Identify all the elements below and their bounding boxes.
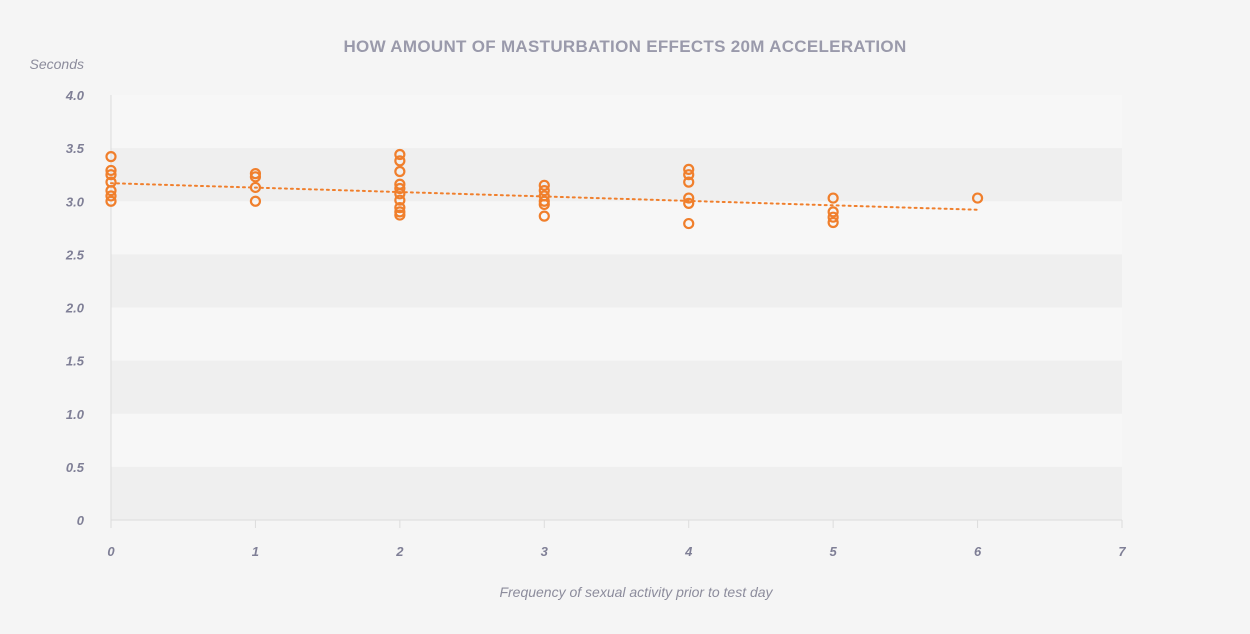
data-point (249, 181, 262, 194)
data-point (538, 210, 550, 222)
data-point (683, 169, 695, 181)
data-point (394, 155, 406, 167)
y-tick-label: 1.0 (66, 407, 85, 422)
y-tick-label: 3.5 (66, 141, 85, 156)
data-point (827, 206, 839, 218)
x-tick-label: 3 (541, 544, 549, 559)
y-tick-label: 3.0 (66, 194, 85, 209)
x-axis-label: Frequency of sexual activity prior to te… (499, 584, 773, 600)
data-point (394, 165, 406, 178)
y-tick-label: 2.0 (65, 301, 85, 316)
x-tick-label: 1 (252, 544, 259, 559)
grid-band (111, 95, 1122, 149)
chart-title: HOW AMOUNT OF MASTURBATION EFFECTS 20M A… (343, 37, 906, 56)
grid-band (111, 201, 1122, 255)
data-point (538, 198, 550, 211)
y-axis-label: Seconds (30, 56, 84, 72)
data-point (827, 192, 839, 204)
y-tick-label: 1.5 (66, 354, 85, 369)
data-point (827, 216, 839, 229)
data-point (105, 164, 117, 177)
x-tick-label: 7 (1118, 544, 1126, 559)
data-point (394, 209, 406, 221)
data-point (105, 185, 117, 197)
x-tick-label: 5 (830, 544, 838, 559)
data-point (105, 151, 117, 163)
x-tick-label: 4 (684, 544, 693, 559)
data-point (683, 192, 695, 204)
data-point (105, 169, 117, 181)
y-tick-label: 0.5 (66, 460, 85, 475)
x-tick-labels: 0 1 2 3 4 5 6 7 (107, 544, 1126, 559)
data-point (394, 202, 406, 214)
data-point (827, 211, 839, 223)
x-tick-label: 2 (395, 544, 404, 559)
data-points (105, 148, 984, 230)
grid-band (111, 360, 1122, 414)
y-tick-label: 0 (77, 513, 85, 528)
y-tick-label: 4.0 (65, 88, 85, 103)
grid-band (111, 148, 1122, 202)
grid-band (111, 254, 1122, 308)
grid-band (111, 307, 1122, 361)
data-point (394, 182, 406, 195)
y-tick-labels: 0 0.5 1.0 1.5 2.0 2.5 3.0 3.5 4.0 (65, 88, 85, 528)
data-point (249, 171, 262, 183)
y-tick-label: 2.5 (65, 247, 85, 262)
data-point (538, 179, 550, 191)
data-point (105, 190, 117, 202)
grid-band (111, 413, 1122, 467)
data-point (538, 185, 550, 197)
grid-band (111, 466, 1122, 520)
grid-bands (111, 95, 1122, 520)
data-point (105, 195, 117, 207)
data-point (683, 163, 695, 175)
data-point (683, 197, 695, 209)
data-point (683, 176, 695, 188)
data-point (249, 195, 262, 207)
data-point (971, 192, 984, 204)
data-point (394, 194, 406, 206)
data-point (683, 217, 695, 230)
x-tick-label: 0 (107, 544, 115, 559)
data-point (394, 188, 406, 200)
x-tick-label: 6 (974, 544, 982, 559)
data-point (394, 148, 406, 161)
